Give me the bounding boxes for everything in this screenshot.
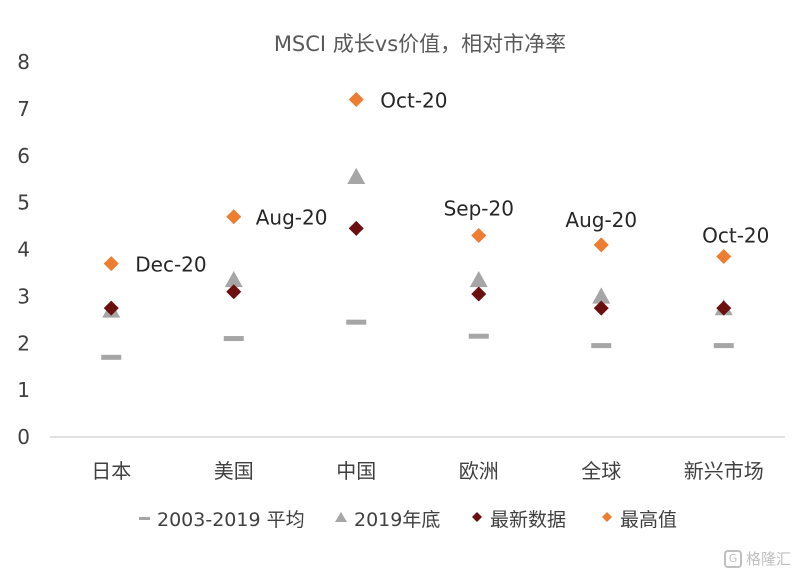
legend-marker-ye2019 [335, 512, 347, 522]
data-annotation: Oct-20 [380, 89, 447, 113]
chart-title: MSCI 成长vs价值，相对市净率 [274, 32, 566, 56]
x-category-label: 全球 [581, 459, 621, 483]
watermark-logo-icon: G [723, 549, 742, 568]
ye2019-marker [592, 287, 611, 304]
x-category-label: 中国 [336, 459, 376, 483]
latest-marker [716, 300, 732, 316]
x-category-label: 新兴市场 [684, 459, 764, 483]
y-tick-label: 4 [17, 238, 30, 262]
legend-label: 2003-2019 平均 [157, 509, 305, 531]
data-annotation: Aug-20 [256, 206, 328, 230]
legend-label: 最高值 [620, 509, 677, 531]
ye2019-marker [224, 270, 243, 288]
x-category-label: 美国 [214, 459, 254, 483]
data-annotation: Aug-20 [565, 208, 637, 232]
y-tick-label: 2 [17, 331, 30, 355]
legend-marker-max [602, 512, 612, 522]
legend-marker-avg [139, 517, 150, 520]
y-tick-label: 7 [17, 97, 30, 121]
avg-marker [101, 354, 122, 360]
y-tick-label: 1 [17, 378, 30, 402]
watermark: G 格隆汇 [723, 548, 791, 569]
legend-label: 2019年底 [354, 509, 440, 531]
data-annotation: Sep-20 [444, 196, 514, 220]
avg-marker [468, 333, 489, 339]
avg-marker [591, 343, 612, 349]
latest-marker [593, 300, 609, 316]
latest-marker [103, 300, 119, 316]
x-category-label: 日本 [91, 459, 131, 483]
y-tick-label: 8 [17, 50, 30, 74]
ye2019-marker [347, 167, 366, 185]
data-annotation: Dec-20 [135, 253, 206, 277]
ye2019-marker [469, 270, 488, 288]
max-marker [226, 209, 242, 225]
max-marker [348, 92, 364, 107]
max-marker [593, 237, 609, 253]
x-category-label: 欧洲 [459, 459, 499, 483]
avg-marker [223, 336, 244, 342]
y-tick-label: 0 [17, 425, 30, 449]
latest-marker [471, 286, 487, 302]
y-tick-label: 3 [17, 284, 30, 308]
watermark-text: 格隆汇 [745, 550, 791, 568]
avg-marker [713, 343, 734, 349]
y-tick-label: 5 [17, 191, 30, 215]
y-tick-label: 6 [17, 144, 30, 168]
latest-marker [348, 220, 364, 236]
max-marker [716, 249, 732, 265]
data-annotation: Oct-20 [702, 224, 769, 248]
legend-label: 最新数据 [490, 509, 566, 531]
max-marker [103, 256, 119, 272]
legend-marker-latest [472, 512, 482, 522]
latest-marker [226, 284, 242, 300]
max-marker [471, 227, 487, 243]
avg-marker [346, 319, 367, 325]
